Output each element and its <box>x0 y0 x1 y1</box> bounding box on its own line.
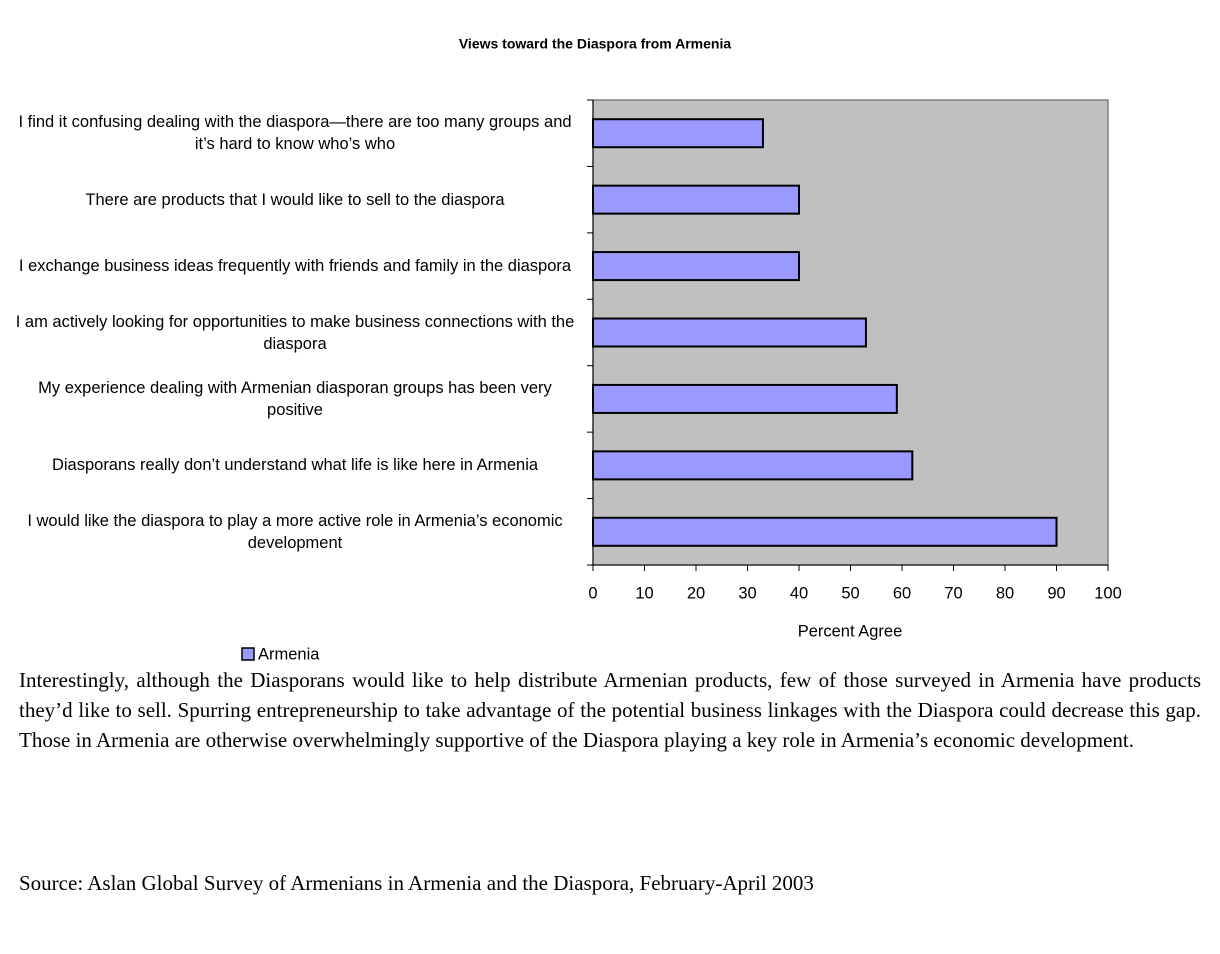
x-tick-label: 10 <box>635 584 653 602</box>
x-tick-label: 70 <box>944 584 962 602</box>
legend-label: Armenia <box>258 645 320 663</box>
x-tick-label: 60 <box>893 584 911 602</box>
bar <box>592 516 1058 547</box>
legend-swatch <box>241 647 255 661</box>
bar <box>592 251 800 282</box>
y-tick-label: I am actively looking for opportunities … <box>15 312 575 353</box>
bar <box>592 184 800 215</box>
y-tick-label: I find it confusing dealing with the dia… <box>18 113 572 154</box>
x-tick-label: 50 <box>841 584 859 602</box>
y-tick-label: Diasporans really don’t understand what … <box>51 456 539 475</box>
y-tick-label: I exchange business ideas frequently wit… <box>18 257 572 276</box>
x-tick-label: 20 <box>687 584 705 602</box>
x-tick-label: 30 <box>738 584 756 602</box>
x-tick-label: 0 <box>588 584 597 602</box>
chart-title: Views toward the Diaspora from Armenia <box>459 36 732 52</box>
y-tick-label: My experience dealing with Armenian dias… <box>38 378 552 419</box>
x-axis-label: Percent Agree <box>798 622 903 640</box>
source: Source: Aslan Global Survey of Armenians… <box>19 871 814 895</box>
x-tick-label: 40 <box>790 584 808 602</box>
bar <box>592 317 867 348</box>
bar <box>592 383 898 414</box>
y-tick-label: There are products that I would like to … <box>85 190 505 209</box>
bar <box>592 450 914 481</box>
paragraph: Interestingly, although the Diasporans w… <box>19 668 1201 752</box>
x-tick-label: 80 <box>996 584 1014 602</box>
y-tick-label: I would like the diaspora to play a more… <box>27 511 563 552</box>
x-tick-label: 100 <box>1094 584 1122 602</box>
x-tick-label: 90 <box>1047 584 1065 602</box>
bar <box>592 118 764 149</box>
